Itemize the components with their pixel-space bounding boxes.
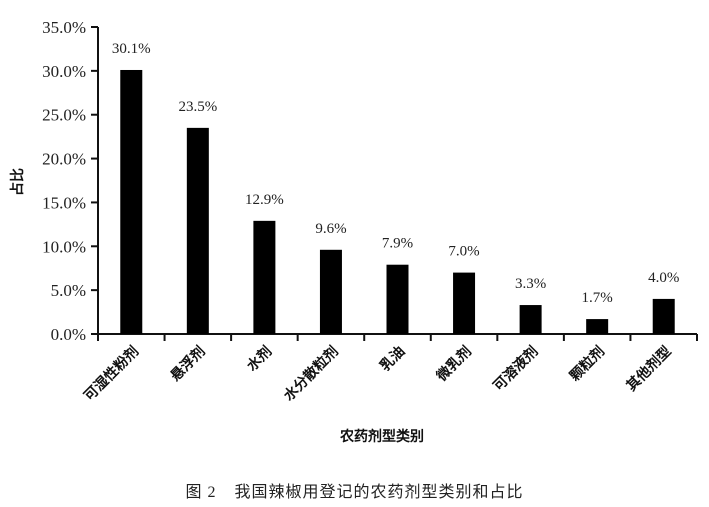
bar-value-label: 7.0% <box>448 244 479 260</box>
bar <box>453 272 476 334</box>
value-labels: 30.1% 23.5% 12.9% 9.6% 7.9% 7.0% 3.3% 1.7% 4.0% <box>112 41 679 306</box>
y-tick-label: 25.0% <box>42 106 86 125</box>
bar-value-label: 12.9% <box>245 192 284 208</box>
y-tick-label: 20.0% <box>42 150 86 169</box>
bar <box>652 298 675 334</box>
category-label: 颗粒剂 <box>566 343 608 385</box>
bars <box>120 69 675 334</box>
x-axis-title: 农药剂型类别 <box>339 428 424 445</box>
bar-value-label: 1.7% <box>582 290 613 306</box>
bar-value-label: 3.3% <box>515 276 546 292</box>
category-label: 微乳剂 <box>432 343 474 385</box>
y-tick-label: 35.0% <box>42 18 86 37</box>
caption-text: 我国辣椒用登记的农药剂型类别和占比 <box>234 484 524 501</box>
figure-caption: 图 2 我国辣椒用登记的农药剂型类别和占比 <box>0 478 709 502</box>
y-tick-label: 5.0% <box>51 281 86 300</box>
y-tick-label: 10.0% <box>42 237 86 256</box>
y-tick-label: 0.0% <box>51 325 86 344</box>
x-axis <box>97 333 698 341</box>
bar <box>519 305 542 334</box>
bar <box>319 249 342 334</box>
category-label: 其他剂型 <box>623 343 675 395</box>
y-tick-label: 30.0% <box>42 62 86 81</box>
bar <box>186 127 209 334</box>
category-label: 悬浮剂 <box>166 343 208 385</box>
category-label: 可溶液剂 <box>490 343 542 395</box>
bar-value-label: 7.9% <box>382 236 413 252</box>
bar <box>253 220 276 334</box>
bar-value-label: 4.0% <box>648 270 679 286</box>
figure-number: 图 2 <box>185 484 217 501</box>
bar-value-label: 9.6% <box>315 221 346 237</box>
bar-value-label: 30.1% <box>112 41 151 57</box>
category-label: 乳油 <box>377 343 409 375</box>
category-labels: 可湿性粉剂 悬浮剂 水剂 水分散粒剂 乳油 微乳剂 可溶液剂 颗粒剂 其他剂型 <box>81 343 675 405</box>
bar <box>120 69 143 334</box>
bar-value-label: 23.5% <box>178 99 217 115</box>
bar <box>386 264 409 334</box>
y-axis-title: 占比 <box>9 168 26 196</box>
y-axis: 0.0% 5.0% 10.0% 15.0% 20.0% 25.0% 30.0% 35.0% <box>42 18 99 344</box>
bar <box>586 319 609 334</box>
category-label: 水分散粒剂 <box>280 343 342 405</box>
category-label: 可湿性粉剂 <box>81 343 143 405</box>
y-tick-label: 15.0% <box>42 193 86 212</box>
category-label: 水剂 <box>243 343 275 375</box>
